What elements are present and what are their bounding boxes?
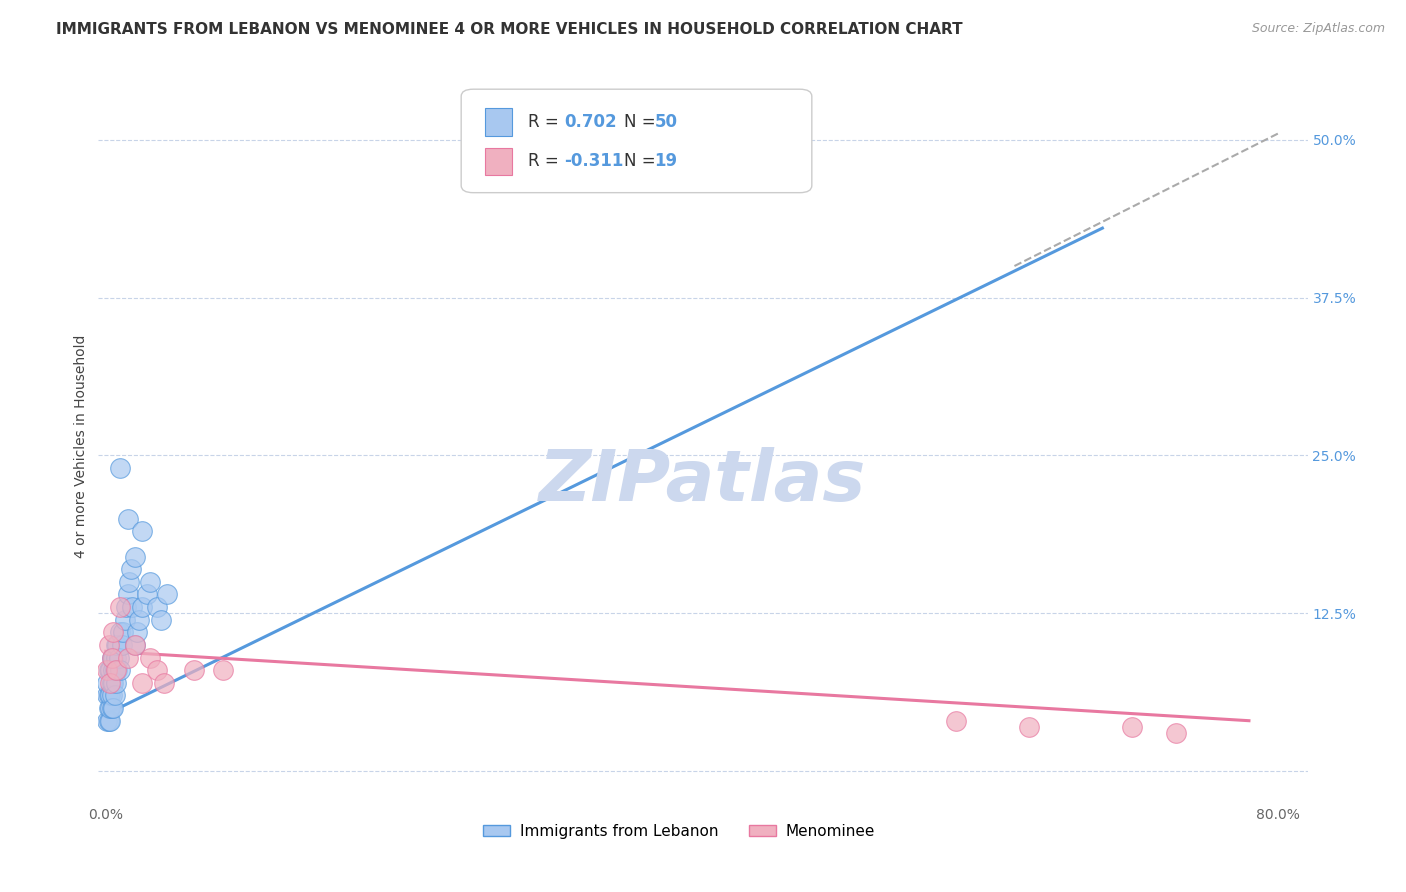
Point xyxy=(97,663,120,677)
Text: -0.311: -0.311 xyxy=(564,153,623,170)
Point xyxy=(120,562,142,576)
Point xyxy=(107,663,129,677)
Point xyxy=(153,675,176,690)
Point xyxy=(117,511,139,525)
Text: 50: 50 xyxy=(655,113,678,131)
Point xyxy=(131,524,153,539)
Point xyxy=(118,574,141,589)
Point xyxy=(117,587,139,601)
FancyBboxPatch shape xyxy=(461,89,811,193)
Point xyxy=(110,461,132,475)
Point xyxy=(114,613,136,627)
Point xyxy=(131,600,153,615)
Point xyxy=(125,625,148,640)
Point xyxy=(103,689,125,703)
Point xyxy=(105,638,128,652)
Text: N =: N = xyxy=(624,153,661,170)
Point xyxy=(98,701,121,715)
Point xyxy=(1121,720,1143,734)
Point xyxy=(124,549,146,564)
Point xyxy=(101,701,124,715)
Point xyxy=(146,663,169,677)
Point xyxy=(146,600,169,615)
Point xyxy=(100,650,122,665)
Text: N =: N = xyxy=(624,113,661,131)
Point xyxy=(101,663,124,677)
Point xyxy=(98,714,121,728)
Point xyxy=(110,600,132,615)
Text: Source: ZipAtlas.com: Source: ZipAtlas.com xyxy=(1251,22,1385,36)
Point xyxy=(101,650,124,665)
Point xyxy=(138,650,160,665)
Point xyxy=(97,714,120,728)
Point xyxy=(124,638,146,652)
Point xyxy=(96,689,118,703)
Point xyxy=(135,587,157,601)
Point xyxy=(156,587,179,601)
Point xyxy=(945,714,967,728)
Point xyxy=(115,600,138,615)
Text: 0.702: 0.702 xyxy=(564,113,617,131)
Point xyxy=(128,613,150,627)
Y-axis label: 4 or more Vehicles in Household: 4 or more Vehicles in Household xyxy=(75,334,89,558)
Text: 19: 19 xyxy=(655,153,678,170)
Point xyxy=(121,600,143,615)
Point xyxy=(100,650,122,665)
Point xyxy=(100,701,122,715)
Point xyxy=(150,613,173,627)
Point xyxy=(98,689,121,703)
Point xyxy=(112,625,135,640)
Point xyxy=(111,638,134,652)
Point xyxy=(96,675,118,690)
Point xyxy=(124,638,146,652)
Point xyxy=(105,675,128,690)
Point xyxy=(108,650,131,665)
Point xyxy=(138,574,160,589)
Text: R =: R = xyxy=(527,113,564,131)
Point xyxy=(105,650,128,665)
Point xyxy=(97,701,120,715)
Point xyxy=(103,663,125,677)
Text: IMMIGRANTS FROM LEBANON VS MENOMINEE 4 OR MORE VEHICLES IN HOUSEHOLD CORRELATION: IMMIGRANTS FROM LEBANON VS MENOMINEE 4 O… xyxy=(56,22,963,37)
Point xyxy=(107,638,129,652)
Point xyxy=(101,675,124,690)
Point xyxy=(110,625,132,640)
Point xyxy=(131,675,153,690)
Point xyxy=(1018,720,1040,734)
Point xyxy=(101,625,124,640)
Point xyxy=(96,714,118,728)
FancyBboxPatch shape xyxy=(485,148,512,175)
Point xyxy=(100,689,122,703)
Point xyxy=(110,663,132,677)
Point xyxy=(183,663,205,677)
Point xyxy=(100,675,122,690)
Point xyxy=(117,650,139,665)
Point xyxy=(96,663,118,677)
Point xyxy=(1164,726,1187,740)
Point xyxy=(98,663,121,677)
Point xyxy=(98,675,121,690)
Text: R =: R = xyxy=(527,153,564,170)
Point xyxy=(212,663,235,677)
Legend: Immigrants from Lebanon, Menominee: Immigrants from Lebanon, Menominee xyxy=(477,818,880,845)
Point xyxy=(105,663,128,677)
Point xyxy=(97,638,120,652)
Text: ZIPatlas: ZIPatlas xyxy=(540,447,866,516)
Point xyxy=(97,689,120,703)
FancyBboxPatch shape xyxy=(485,109,512,136)
